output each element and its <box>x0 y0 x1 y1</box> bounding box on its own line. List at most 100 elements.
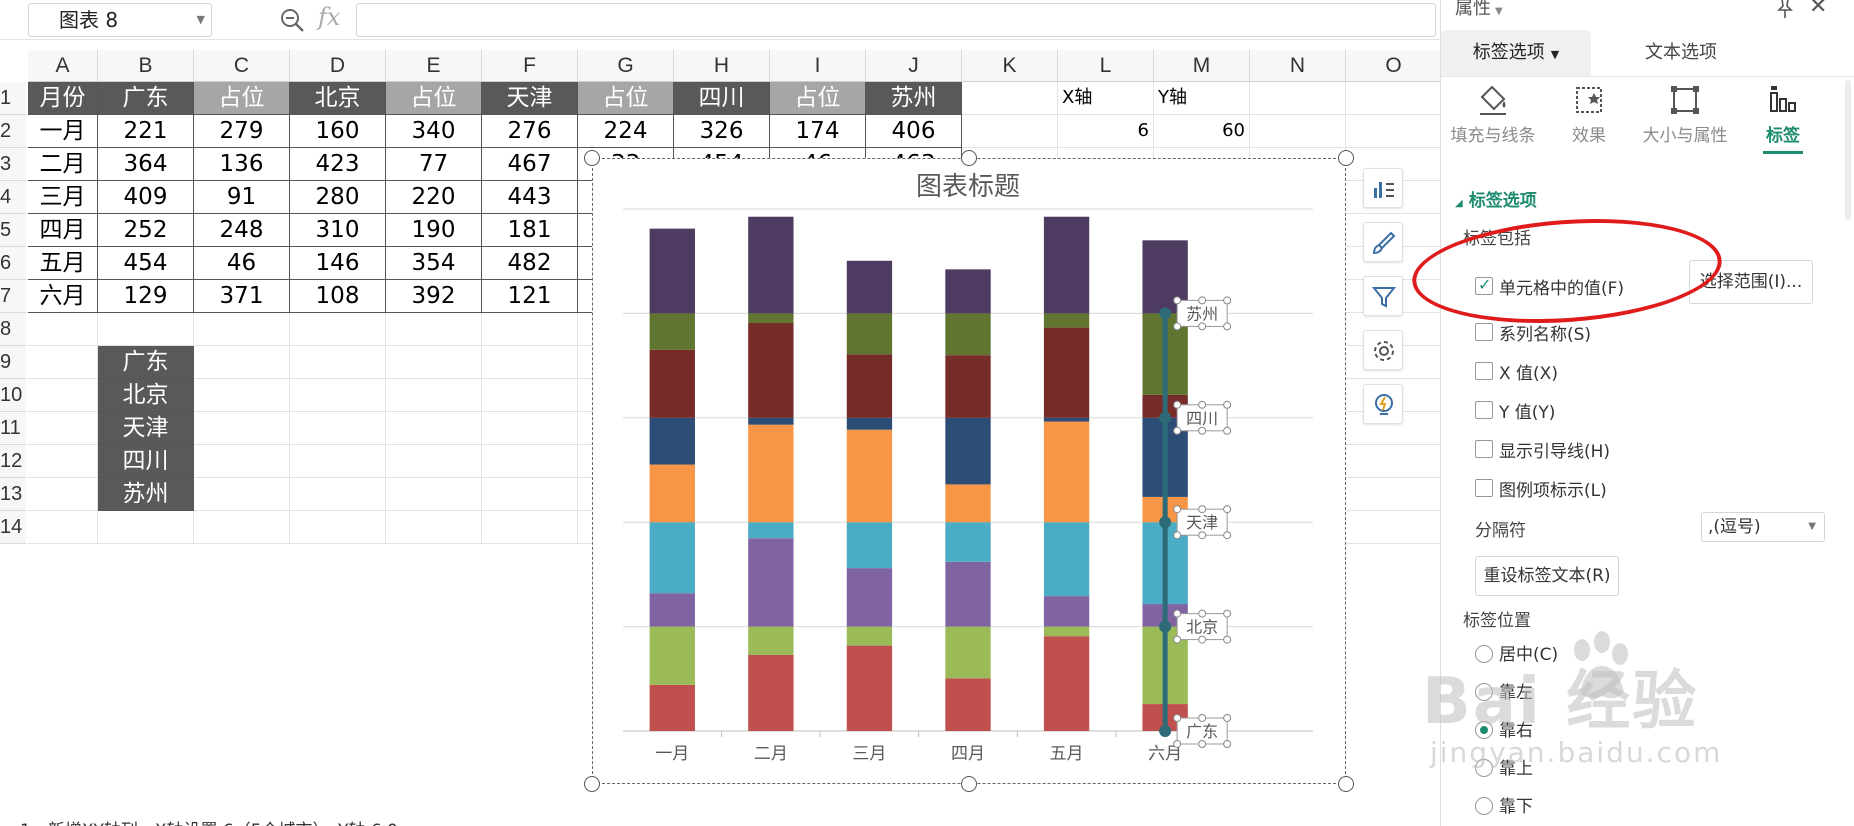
column-header-m[interactable]: M <box>1154 50 1250 82</box>
table-header-cell[interactable]: 苏州 <box>866 82 962 115</box>
chart-resize-handle[interactable] <box>584 776 600 792</box>
chart-resize-handle[interactable] <box>961 776 977 792</box>
cell[interactable] <box>1346 445 1440 478</box>
table-header-cell[interactable]: 占位 <box>578 82 674 115</box>
cell[interactable] <box>194 346 290 379</box>
row-header[interactable]: 4 <box>0 181 26 214</box>
cell[interactable] <box>290 511 386 544</box>
section-label-options[interactable]: ◢ 标签选项 <box>1455 186 1537 211</box>
table-cell[interactable]: 160 <box>290 115 386 148</box>
chart-tips-button[interactable] <box>1363 384 1403 424</box>
checkbox-row[interactable]: 系列名称(S) <box>1475 320 1591 346</box>
cell[interactable] <box>482 379 578 412</box>
checkbox[interactable] <box>1475 478 1493 497</box>
row-header[interactable]: 7 <box>0 280 26 313</box>
tab-text-options[interactable]: 文本选项 <box>1645 42 1717 63</box>
table-cell[interactable]: 108 <box>290 280 386 313</box>
table-cell[interactable]: 91 <box>194 181 290 214</box>
stacked-bar-chart[interactable]: 图表标题 一月 二月 三月 四月 五月 六月 广东 北京 天津 四川 苏州 <box>592 158 1346 784</box>
table-header-cell[interactable]: 北京 <box>290 82 386 115</box>
checkbox-row[interactable]: 显示引导线(H) <box>1475 437 1610 463</box>
table-cell[interactable]: 121 <box>482 280 578 313</box>
table-cell[interactable]: 443 <box>482 181 578 214</box>
city-cell[interactable]: 广东 <box>98 346 194 379</box>
table-cell[interactable]: 三月 <box>28 181 98 214</box>
table-cell[interactable]: 406 <box>866 115 962 148</box>
cell[interactable] <box>194 313 290 346</box>
cell[interactable] <box>28 478 98 511</box>
cell[interactable] <box>194 412 290 445</box>
cell[interactable] <box>482 445 578 478</box>
zoom-search-icon[interactable] <box>278 6 306 34</box>
cell[interactable] <box>1346 82 1440 115</box>
fx-icon[interactable]: fx <box>318 3 341 31</box>
reset-label-text-button[interactable]: 重设标签文本(R) <box>1475 556 1619 596</box>
cell[interactable] <box>386 313 482 346</box>
formula-input[interactable] <box>356 3 1436 37</box>
checkbox-row[interactable]: 单元格中的值(F) <box>1475 274 1624 300</box>
category-labels[interactable]: 标签 <box>1733 77 1833 155</box>
table-cell[interactable]: 280 <box>290 181 386 214</box>
select-range-button[interactable]: 选择范围(I)... <box>1689 260 1813 304</box>
cell[interactable] <box>386 445 482 478</box>
column-header-l[interactable]: L <box>1058 50 1154 82</box>
table-cell[interactable]: 181 <box>482 214 578 247</box>
cell[interactable] <box>1346 511 1440 544</box>
table-cell[interactable]: 221 <box>98 115 194 148</box>
cell[interactable] <box>290 412 386 445</box>
y-axis-header-cell[interactable]: Y轴 <box>1154 82 1250 115</box>
row-header[interactable]: 10 <box>0 379 26 412</box>
table-cell[interactable]: 454 <box>98 247 194 280</box>
radio-row[interactable]: 居中(C) <box>1475 640 1558 666</box>
cell[interactable] <box>386 346 482 379</box>
cell[interactable] <box>290 445 386 478</box>
tab-label-options[interactable]: 标签选项 ▼ <box>1441 30 1591 76</box>
table-cell[interactable]: 190 <box>386 214 482 247</box>
chart-style-button[interactable] <box>1363 222 1403 262</box>
radio-button[interactable] <box>1475 721 1493 739</box>
table-cell[interactable]: 五月 <box>28 247 98 280</box>
chart-resize-handle[interactable] <box>584 150 600 166</box>
table-cell[interactable]: 129 <box>98 280 194 313</box>
cell[interactable] <box>962 115 1058 148</box>
column-header-h[interactable]: H <box>674 50 770 82</box>
city-cell[interactable]: 北京 <box>98 379 194 412</box>
city-cell[interactable]: 四川 <box>98 445 194 478</box>
cell[interactable] <box>386 379 482 412</box>
radio-button[interactable] <box>1475 797 1493 815</box>
row-header[interactable]: 11 <box>0 412 26 445</box>
category-fill-line[interactable]: 填充与线条 <box>1443 77 1543 155</box>
row-header[interactable]: 9 <box>0 346 26 379</box>
column-header-g[interactable]: G <box>578 50 674 82</box>
close-icon[interactable]: ✕ <box>1809 0 1828 19</box>
cell[interactable] <box>1346 412 1440 445</box>
column-header-j[interactable]: J <box>866 50 962 82</box>
table-cell[interactable]: 136 <box>194 148 290 181</box>
cell[interactable] <box>482 412 578 445</box>
cell[interactable] <box>28 511 98 544</box>
radio-row[interactable]: 靠右 <box>1475 716 1533 742</box>
table-cell[interactable]: 371 <box>194 280 290 313</box>
row-header[interactable]: 5 <box>0 214 26 247</box>
table-cell[interactable]: 276 <box>482 115 578 148</box>
table-cell[interactable]: 224 <box>578 115 674 148</box>
table-cell[interactable]: 326 <box>674 115 770 148</box>
column-header-b[interactable]: B <box>98 50 194 82</box>
chart-resize-handle[interactable] <box>1338 776 1354 792</box>
cell[interactable] <box>28 379 98 412</box>
radio-button[interactable] <box>1475 683 1493 701</box>
x-axis-value-cell[interactable]: 6 <box>1058 115 1154 148</box>
table-cell[interactable]: 482 <box>482 247 578 280</box>
pane-title[interactable]: 属性 ▼ <box>1455 0 1503 20</box>
city-cell[interactable]: 苏州 <box>98 478 194 511</box>
cell[interactable] <box>194 511 290 544</box>
table-header-cell[interactable]: 占位 <box>194 82 290 115</box>
table-cell[interactable]: 354 <box>386 247 482 280</box>
checkbox[interactable] <box>1475 361 1493 380</box>
row-header[interactable]: 14 <box>0 511 26 544</box>
table-cell[interactable]: 一月 <box>28 115 98 148</box>
cell[interactable] <box>290 478 386 511</box>
column-header-f[interactable]: F <box>482 50 578 82</box>
table-cell[interactable]: 四月 <box>28 214 98 247</box>
chart-settings-button[interactable] <box>1363 330 1403 370</box>
